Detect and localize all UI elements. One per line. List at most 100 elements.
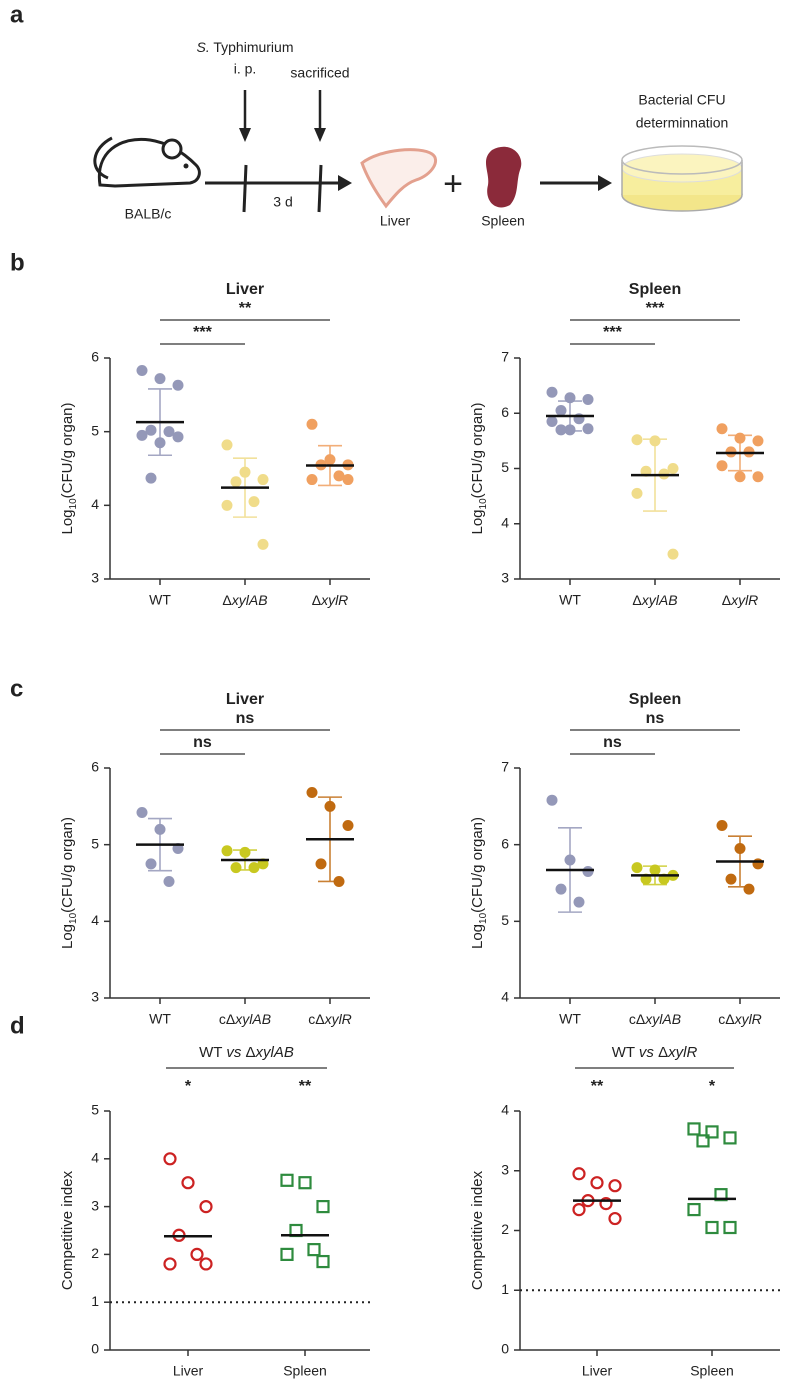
data-point [342, 474, 354, 486]
text-part: Δ [654, 1044, 668, 1061]
y-tick-label: 2 [501, 1221, 509, 1237]
data-point [667, 548, 679, 560]
text-part: vs [226, 1044, 242, 1061]
data-point [546, 386, 558, 398]
y-tick-label: 1 [91, 1293, 99, 1309]
data-point [230, 862, 242, 874]
data-point [555, 424, 567, 436]
data-point [564, 854, 576, 866]
data-point [333, 875, 345, 887]
data-point [248, 862, 260, 874]
data-point [257, 538, 269, 550]
text-part: WT [199, 1044, 226, 1061]
x-tick-label: ΔxylAB [632, 592, 677, 608]
text-part: xylR [667, 1044, 697, 1061]
data-point [190, 1247, 204, 1262]
chart-title: Liver [226, 691, 264, 708]
x-tick-label: WT [559, 1011, 581, 1027]
data-point [582, 393, 594, 405]
text-part: Δ [222, 592, 231, 608]
y-tick-label: 5 [91, 835, 99, 851]
y-axis-label: Competitive index [59, 1170, 76, 1290]
data-point [705, 1220, 719, 1235]
y-tick-label: 3 [91, 989, 99, 1005]
data-point [725, 873, 737, 885]
data-point [734, 432, 746, 444]
liver-icon [360, 148, 438, 209]
mouse-icon [93, 136, 201, 188]
data-point [307, 1243, 321, 1257]
data-point [306, 418, 318, 430]
data-point [743, 883, 755, 895]
data-point [631, 434, 643, 446]
text-part: xylAB [234, 1011, 271, 1027]
text-part: xylR [320, 592, 348, 608]
text-part: cΔ [718, 1011, 734, 1027]
data-point [687, 1122, 701, 1136]
y-tick-label: 3 [91, 1197, 99, 1213]
duration-label: 3 d [273, 194, 292, 210]
data-point [154, 437, 166, 449]
data-point [608, 1211, 622, 1226]
x-tick-label: Spleen [690, 1363, 734, 1379]
y-axis-label: Log10(CFU/g organ) [59, 817, 79, 949]
significance-label: *** [646, 300, 665, 317]
x-tick-label: WT [149, 1011, 171, 1027]
data-point [136, 429, 148, 441]
text-part: 10 [478, 912, 489, 924]
readout-label: Bacterial CFU [638, 92, 725, 108]
data-point [582, 866, 594, 877]
text-part: 10 [478, 498, 489, 510]
dish-surface [621, 153, 743, 183]
y-axis-label: Log10(CFU/g organ) [469, 817, 489, 949]
y-tick-label: 2 [91, 1245, 99, 1261]
sacrificed-label: sacrificed [290, 65, 349, 81]
data-point [705, 1125, 719, 1139]
data-point [163, 1152, 177, 1166]
text-part: xylR [324, 1011, 352, 1027]
panel-label: c [10, 675, 23, 702]
data-point [608, 1179, 622, 1193]
data-point [145, 472, 157, 484]
y-tick-label: 4 [91, 496, 99, 512]
data-point [752, 858, 764, 870]
text-part: Δ [722, 592, 731, 608]
text-part: xylAB [255, 1044, 294, 1061]
y-tick-label: 5 [501, 912, 509, 928]
text-part: cΔ [219, 1011, 235, 1027]
data-point [546, 416, 558, 428]
text-part: Δ [241, 1044, 255, 1061]
mouse-label: BALB/c [125, 206, 172, 222]
data-point [582, 423, 594, 435]
data-point [342, 820, 354, 831]
y-tick-label: 3 [91, 570, 99, 586]
data-point [315, 858, 327, 870]
strain-label: S. Typhimurium [196, 39, 293, 55]
text-part: Log [469, 924, 486, 949]
data-point [145, 424, 157, 436]
y-tick-label: 4 [501, 1102, 509, 1118]
y-tick-label: 4 [501, 514, 509, 530]
panel-label: d [10, 1012, 25, 1039]
data-point [324, 800, 336, 812]
y-tick-label: 7 [501, 759, 509, 775]
chart-title: Spleen [629, 691, 681, 708]
data-point [564, 424, 576, 436]
data-point [280, 1247, 294, 1262]
text-part: 10 [68, 912, 79, 924]
significance-label: ** [239, 300, 252, 317]
x-tick-label: cΔxylR [308, 1011, 352, 1027]
text-part: cΔ [629, 1011, 645, 1027]
data-point [306, 787, 318, 799]
text-part: Log [59, 924, 76, 949]
data-point [298, 1176, 312, 1190]
data-point [649, 435, 661, 447]
organ-label: Spleen [481, 213, 525, 229]
time-tick [242, 164, 248, 213]
mouse-ear [161, 138, 183, 160]
data-point [590, 1176, 604, 1190]
significance-label: ** [591, 1078, 604, 1095]
data-point [546, 794, 558, 806]
y-tick-label: 0 [501, 1341, 509, 1357]
data-point [734, 471, 746, 483]
